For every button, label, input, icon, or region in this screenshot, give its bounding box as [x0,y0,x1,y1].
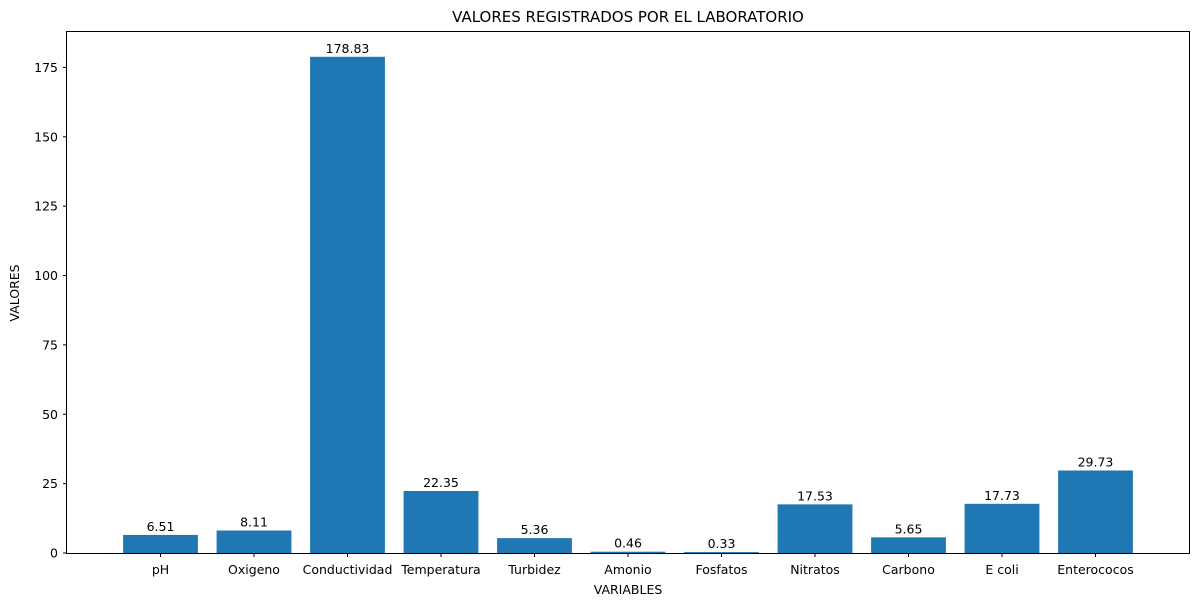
bar-nitratos [777,504,853,553]
y-tick-label: 75 [42,337,58,352]
bars-group [123,56,1133,554]
data-label: 0.33 [708,536,736,551]
data-label: 17.73 [984,488,1020,503]
bar-e-coli [964,503,1040,553]
x-tick-label: E coli [985,562,1018,577]
data-label: 178.83 [326,41,370,56]
x-tick-label: pH [152,562,169,577]
y-tick-label: 0 [50,546,58,561]
bar-temperatura [403,490,479,553]
chart-title: VALORES REGISTRADOS POR EL LABORATORIO [452,8,804,26]
y-axis-ticks: 0 25 50 75 100 125 150 175 [34,60,67,561]
bar-fosfatos [684,552,759,553]
plot-frame [66,31,1190,554]
y-tick-label: 175 [34,60,58,75]
data-label: 8.11 [240,515,268,530]
x-tick-label: Oxigeno [228,562,280,577]
data-label: 5.36 [521,522,549,537]
data-label: 0.46 [614,536,642,551]
bar-enterococos [1058,470,1133,553]
x-axis-ticks: pH Oxigeno Conductividad Temperatura Turbide… [152,553,1134,577]
data-label: 5.65 [895,521,923,536]
data-labels-group: 6.51 8.11 178.83 22.35 5.36 0.46 0.33 17.53 5.65… [147,41,1114,551]
y-tick-label: 50 [42,407,58,422]
bar-carbono [871,537,946,553]
bar-turbidez [497,538,572,553]
data-label: 17.53 [797,488,833,503]
x-tick-label: Fosfatos [695,562,747,577]
bar-conductividad [310,56,385,554]
x-tick-label: Temperatura [400,562,480,577]
x-tick-label: Conductividad [303,562,393,577]
x-tick-label: Carbono [882,562,935,577]
data-label: 29.73 [1078,455,1114,470]
bar-ph [123,534,198,553]
bar-amonio [590,551,666,553]
x-tick-label: Amonio [604,562,651,577]
data-label: 6.51 [147,519,175,534]
y-tick-label: 100 [34,268,58,283]
y-axis-label: VALORES [7,264,22,321]
y-tick-label: 25 [42,476,58,491]
x-tick-label: Turbidez [507,562,561,577]
bar-oxigeno [216,530,292,553]
x-tick-label: Nitratos [790,562,840,577]
x-axis-label: VARIABLES [594,582,663,597]
data-label: 22.35 [423,475,459,490]
y-tick-label: 125 [34,199,58,214]
y-tick-label: 150 [34,129,58,144]
x-tick-label: Enterococos [1057,562,1133,577]
